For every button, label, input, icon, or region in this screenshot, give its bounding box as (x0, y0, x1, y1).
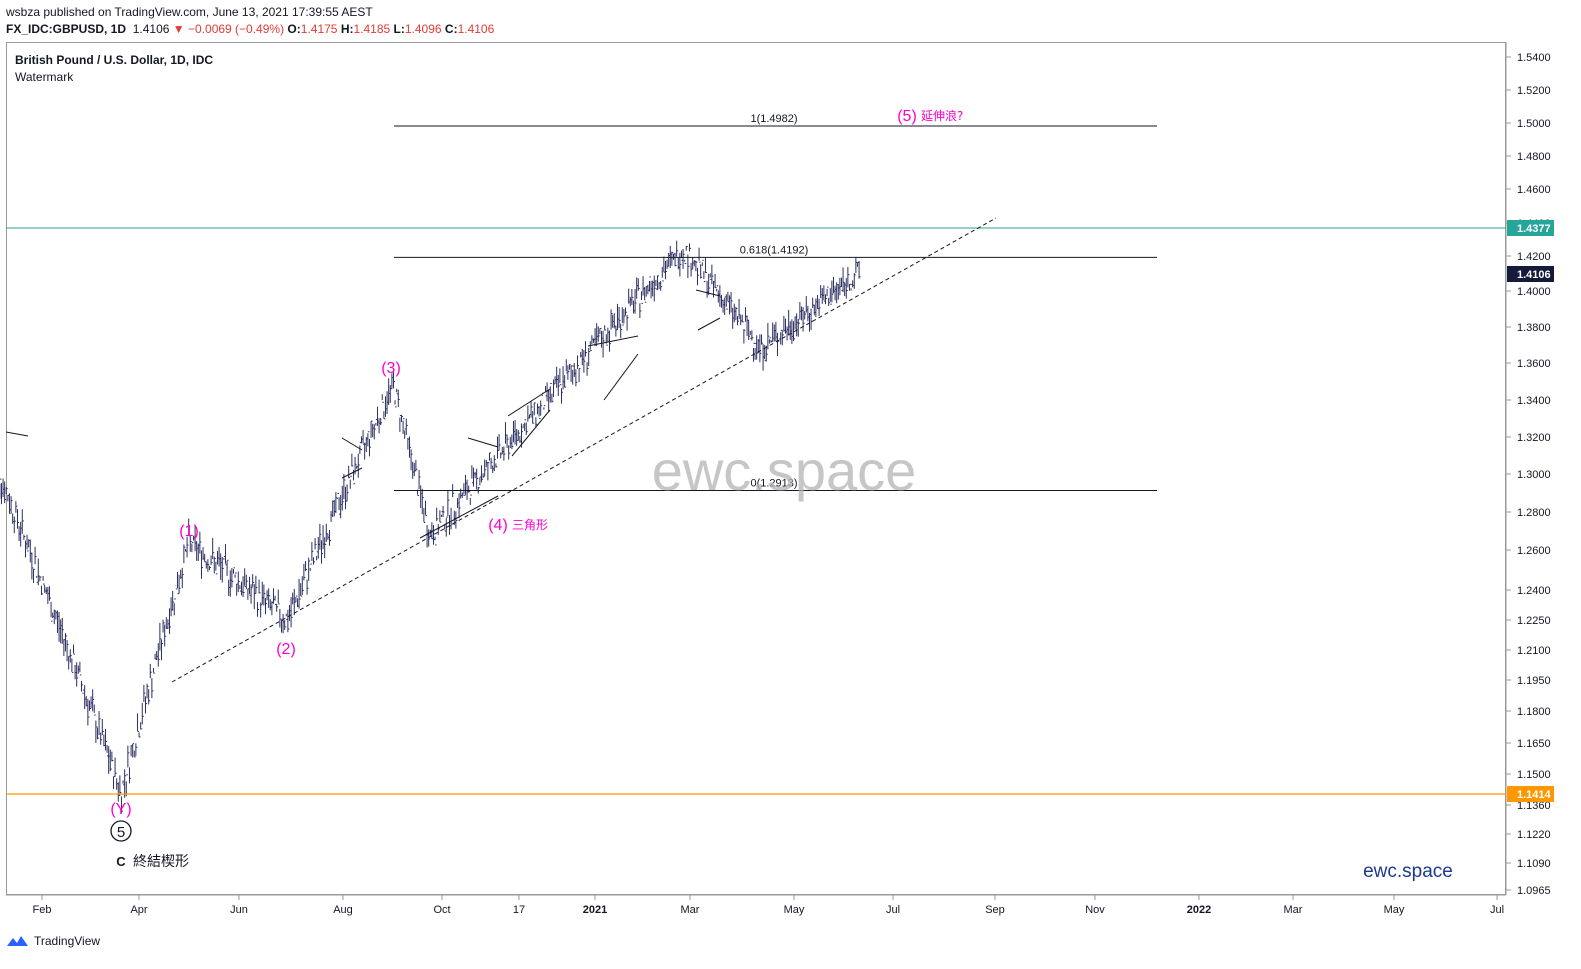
price-tick-label: 1.5000 (1517, 118, 1551, 130)
price-badge (1507, 266, 1554, 282)
price-badge-label: 1.4106 (1517, 269, 1551, 281)
tradingview-logo-icon (7, 936, 28, 946)
time-tick-label: Aug (333, 904, 353, 916)
price-badge (1507, 220, 1554, 236)
wave-label: (4) (488, 517, 508, 534)
close-value: 1.4106 (457, 22, 495, 36)
brand-text: TradingView (34, 934, 101, 948)
time-tick-label: Oct (433, 904, 450, 916)
wave-c-label: C (116, 854, 126, 869)
price-tick-label: 1.4200 (1517, 251, 1551, 263)
symbol-label[interactable]: FX_IDC:GBPUSD, 1D (6, 22, 127, 36)
time-tick-label: Jul (886, 904, 900, 916)
price-tick-label: 1.3400 (1517, 395, 1551, 407)
price-tick-label: 1.4800 (1517, 151, 1551, 163)
time-tick-label: May (784, 904, 805, 916)
circle-wave-label: 5 (117, 824, 125, 841)
time-axis: Feb Apr Jun Aug Oct 17 2021 Mar May Jul Sep Nov 2022… (33, 895, 1504, 916)
wave-c-note: 終結楔形 (133, 854, 189, 870)
price-tick-label: 1.1500 (1517, 769, 1551, 781)
time-tick-label: Jul (1490, 904, 1504, 916)
time-tick-label: Sep (985, 904, 1005, 916)
price-tick-label: 1.2600 (1517, 545, 1551, 557)
ohlc-bars (0, 240, 861, 813)
price-tick-label: 1.5400 (1517, 52, 1551, 64)
time-tick-label: Mar (681, 904, 700, 916)
indicator-label: Watermark (15, 70, 74, 84)
publish-info: wsbza published on TradingView.com, June… (6, 5, 373, 19)
wave-label: (Y) (110, 801, 131, 818)
time-tick-label: Jun (230, 904, 248, 916)
price-tick-label: 1.2250 (1517, 615, 1551, 627)
price-tick-label: 1.1360 (1517, 800, 1551, 812)
fib-level-label: 0.618(1.4192) (740, 244, 809, 256)
low-value: 1.4096 (404, 22, 442, 36)
watermark-center: ewc.space (652, 439, 917, 502)
time-tick-label: 2021 (583, 904, 607, 916)
price-tick-label: 1.1950 (1517, 675, 1551, 687)
wave-note: 三角形 (512, 518, 548, 532)
time-tick-label: Mar (1284, 904, 1303, 916)
change-down-icon: ▼ (172, 22, 185, 36)
last-price: 1.4106 (132, 22, 170, 36)
price-tick-label: 1.3600 (1517, 358, 1551, 370)
time-tick-label: 17 (513, 904, 525, 916)
chart-title: British Pound / U.S. Dollar, 1D, IDC (15, 53, 214, 67)
open-label: O: (287, 22, 301, 36)
change-value: −0.0069 (−0.49%) (188, 22, 285, 36)
high-value: 1.4185 (353, 22, 391, 36)
triangle-line (419, 495, 499, 539)
tradingview-brand[interactable]: TradingView (6, 934, 100, 948)
price-tick-label: 1.3000 (1517, 469, 1551, 481)
high-label: H: (340, 22, 354, 36)
wave-label: (2) (276, 641, 296, 658)
time-tick-label: 2022 (1187, 904, 1211, 916)
price-tick-label: 1.2400 (1517, 585, 1551, 597)
price-tick-label: 1.2100 (1517, 645, 1551, 657)
price-tick-label: 1.2800 (1517, 507, 1551, 519)
price-tick-label: 1.1800 (1517, 706, 1551, 718)
triangle-line (467, 437, 499, 448)
wave-note: 延伸浪? (921, 108, 963, 123)
time-tick-label: Feb (33, 904, 52, 916)
price-tick-label: 1.0965 (1517, 885, 1551, 897)
fib-level-label: 1(1.4982) (750, 113, 797, 125)
fib-level-label: 0(1.2913) (750, 478, 797, 490)
wave-label: (3) (381, 360, 401, 377)
price-badge (1507, 786, 1554, 802)
price-tick-label: 1.5200 (1517, 85, 1551, 97)
price-badge-label: 1.4377 (1517, 223, 1551, 235)
price-tick-label: 1.3200 (1517, 432, 1551, 444)
ohlc-bar: FX_IDC:GBPUSD, 1D 1.4106 ▼ −0.0069 (−0.4… (6, 22, 494, 36)
price-badge-label: 1.1414 (1517, 789, 1552, 801)
time-tick-label: Apr (130, 904, 147, 916)
price-tick-label: 1.3800 (1517, 322, 1551, 334)
close-label: C: (444, 22, 458, 36)
price-tick-label: 1.1220 (1517, 829, 1551, 841)
time-tick-label: May (1384, 904, 1405, 916)
price-tick-label: 1.4000 (1517, 286, 1551, 298)
open-value: 1.4175 (300, 22, 338, 36)
watermark-corner: ewc.space (1363, 861, 1453, 882)
price-tick-label: 1.1090 (1517, 858, 1551, 870)
time-tick-label: Nov (1085, 904, 1105, 916)
price-axis: 1.54001.52001.50001.48001.46001.44001.42… (1506, 52, 1554, 897)
low-label: L: (393, 22, 405, 36)
wave-label: (5) (897, 108, 917, 125)
circle-wave-badge (110, 820, 132, 842)
wave-label: (1) (179, 523, 199, 540)
price-tick-label: 1.4600 (1517, 184, 1551, 196)
price-tick-label: 1.1650 (1517, 738, 1551, 750)
dashed-trendline (171, 217, 997, 683)
